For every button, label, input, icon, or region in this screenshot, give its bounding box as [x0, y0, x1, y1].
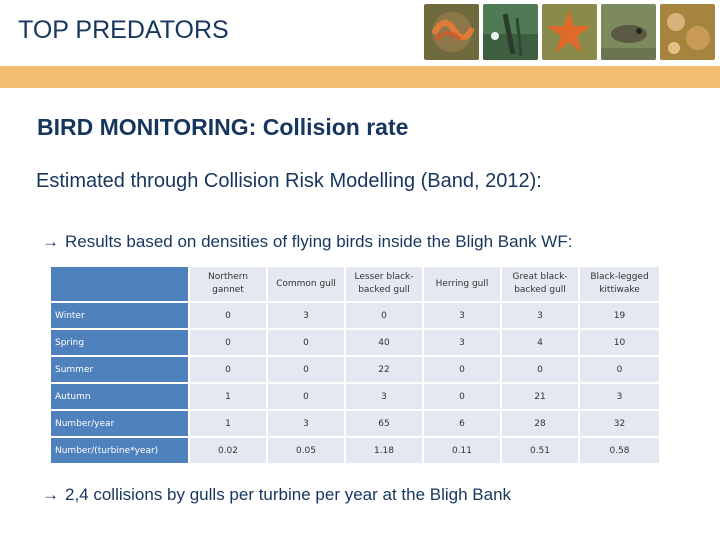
table-cell: 3 [424, 330, 500, 355]
table-cell: 3 [424, 303, 500, 328]
table-row: Spring 0 0 40 3 4 10 [51, 330, 659, 355]
row-label: Autumn [51, 384, 188, 409]
table-cell: 3 [580, 384, 659, 409]
table-cell: 3 [502, 303, 578, 328]
table-cell: 1 [190, 384, 266, 409]
intro-text: Estimated through Collision Risk Modelli… [36, 170, 542, 192]
table-cell: 0 [268, 357, 344, 382]
table-cell: 0 [190, 330, 266, 355]
table-cell: 0 [502, 357, 578, 382]
table-cell: 65 [346, 411, 422, 436]
starfish-photo [542, 4, 597, 60]
table-cell: 19 [580, 303, 659, 328]
table-cell: 0 [424, 384, 500, 409]
table-cell: 0 [268, 330, 344, 355]
table-cell: 0.58 [580, 438, 659, 463]
table-corner-cell [51, 267, 188, 301]
column-header: Herring gull [424, 267, 500, 301]
table-cell: 32 [580, 411, 659, 436]
table-cell: 3 [346, 384, 422, 409]
table-cell: 0.11 [424, 438, 500, 463]
results-note: → Results based on densities of flying bi… [42, 232, 572, 252]
slide-title: TOP PREDATORS [18, 16, 229, 44]
table-cell: 22 [346, 357, 422, 382]
table-cell: 0 [268, 384, 344, 409]
row-label: Spring [51, 330, 188, 355]
table-cell: 0 [190, 303, 266, 328]
accent-band [0, 66, 720, 88]
arrow-right-icon: → [42, 485, 59, 504]
table-cell: 3 [268, 411, 344, 436]
table-header-row: Northern gannet Common gull Lesser black-… [51, 267, 659, 301]
table-cell: 0.51 [502, 438, 578, 463]
table-cell: 0 [190, 357, 266, 382]
table-cell: 0 [580, 357, 659, 382]
table-cell: 4 [502, 330, 578, 355]
photo-strip [424, 4, 715, 60]
table-cell: 3 [268, 303, 344, 328]
row-label: Number/(turbine*year) [51, 438, 188, 463]
table-row: Summer 0 0 22 0 0 0 [51, 357, 659, 382]
table-cell: 0 [346, 303, 422, 328]
column-header: Common gull [268, 267, 344, 301]
table-cell: 1 [190, 411, 266, 436]
table-cell: 0 [424, 357, 500, 382]
table-cell: 0.02 [190, 438, 266, 463]
table-row: Winter 0 3 0 3 3 19 [51, 303, 659, 328]
row-label: Summer [51, 357, 188, 382]
row-label: Winter [51, 303, 188, 328]
conclusion-text: 2,4 collisions by gulls per turbine per … [65, 485, 512, 504]
conclusion: → 2,4 collisions by gulls per turbine per… [42, 485, 511, 505]
column-header: Lesser black-backed gull [346, 267, 422, 301]
anemone-photo [660, 4, 715, 60]
column-header: Great black-backed gull [502, 267, 578, 301]
results-note-text: Results based on densities of flying bir… [65, 232, 573, 251]
table-cell: 28 [502, 411, 578, 436]
fish-photo [601, 4, 656, 60]
table-cell: 1.18 [346, 438, 422, 463]
diver-photo [483, 4, 538, 60]
table-row: Autumn 1 0 3 0 21 3 [51, 384, 659, 409]
worm-photo [424, 4, 479, 60]
column-header: Black-legged kittiwake [580, 267, 659, 301]
row-label: Number/year [51, 411, 188, 436]
table-cell: 21 [502, 384, 578, 409]
table-row: Number/(turbine*year) 0.02 0.05 1.18 0.1… [51, 438, 659, 463]
table-cell: 0.05 [268, 438, 344, 463]
section-title: BIRD MONITORING: Collision rate [37, 114, 409, 140]
table-cell: 6 [424, 411, 500, 436]
table-cell: 10 [580, 330, 659, 355]
arrow-right-icon: → [42, 232, 59, 251]
table-row: Number/year 1 3 65 6 28 32 [51, 411, 659, 436]
collision-table: Northern gannet Common gull Lesser black-… [49, 265, 661, 465]
table-cell: 40 [346, 330, 422, 355]
column-header: Northern gannet [190, 267, 266, 301]
